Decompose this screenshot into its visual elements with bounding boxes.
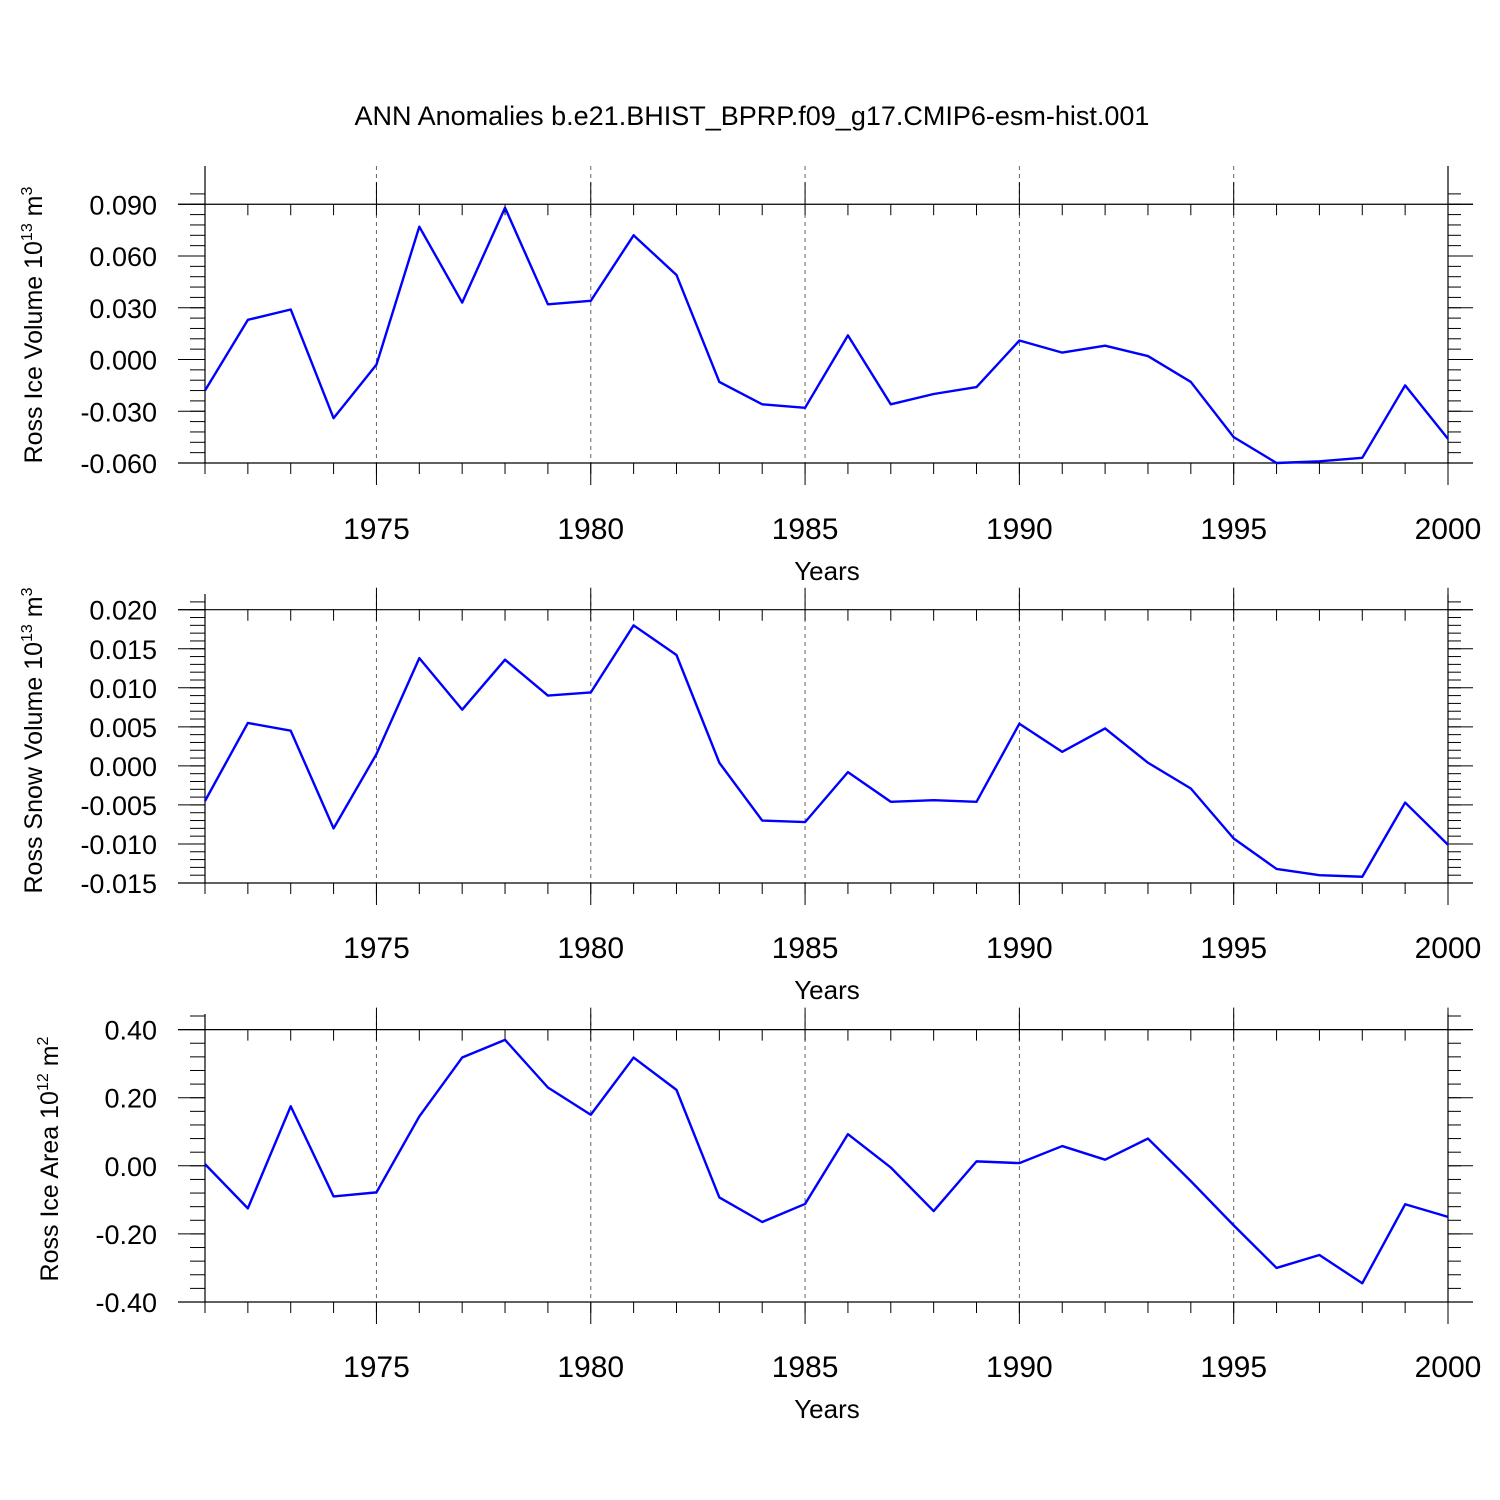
y-tick-label: -0.20 xyxy=(95,1220,157,1250)
x-tick-label: 1985 xyxy=(772,513,839,546)
x-tick-label: 1975 xyxy=(343,513,410,546)
x-tick-label: 1980 xyxy=(557,1351,624,1384)
chart-panel-2: -0.015 -0.010 -0.005 0.000 0.005 0.010 0.015 0.… xyxy=(19,587,1481,1005)
y-axis-label-unit-exponent: 3 xyxy=(19,587,36,596)
y-tick-label: -0.030 xyxy=(80,397,157,427)
y-axis-label: Ross Ice Area 1012 m2 xyxy=(35,1036,64,1281)
y-axis-label-exponent: 13 xyxy=(19,223,36,241)
y-tick-label: 0.090 xyxy=(89,190,157,220)
x-tick-label: 1985 xyxy=(772,932,839,965)
chart-panel-3: -0.40 -0.20 0.00 0.20 0.40 1975 1980 1985 1990 19… xyxy=(35,1007,1482,1424)
y-axis-label-unit: m xyxy=(20,195,48,223)
y-axis-label-text: Ross Ice Area 10 xyxy=(36,1091,64,1281)
y-tick-label: -0.005 xyxy=(80,791,157,821)
y-tick-label: -0.060 xyxy=(80,449,157,479)
x-tick-label: 1990 xyxy=(986,932,1053,965)
y-axis-label-unit-exponent: 2 xyxy=(35,1036,52,1045)
y-tick-label: 0.000 xyxy=(89,752,157,782)
chart-panel-1: -0.060 -0.030 0.000 0.030 0.060 0.090 1975 1980… xyxy=(19,166,1481,586)
y-axis-label-unit-exponent: 3 xyxy=(19,186,36,195)
x-axis-label: Years xyxy=(794,556,860,586)
y-tick-label: 0.20 xyxy=(104,1084,157,1114)
x-tick-label: 2000 xyxy=(1415,513,1482,546)
y-tick-label: 0.030 xyxy=(89,294,157,324)
x-tick-label: 1995 xyxy=(1200,1351,1267,1384)
y-tick-label: 0.060 xyxy=(89,242,157,272)
y-axis-label-text: Ross Snow Volume 10 xyxy=(20,642,48,894)
y-axis-label-text: Ross Ice Volume 10 xyxy=(20,241,48,463)
panels: -0.060 -0.030 0.000 0.030 0.060 0.090 1975 1980… xyxy=(19,166,1481,1424)
y-tick-label: -0.010 xyxy=(80,830,157,860)
x-axis-label: Years xyxy=(794,1394,860,1424)
y-axis-label-exponent: 12 xyxy=(35,1073,52,1091)
x-tick-label: 1990 xyxy=(986,513,1053,546)
y-axis-label-exponent: 13 xyxy=(19,624,36,642)
y-tick-label: 0.020 xyxy=(89,596,157,626)
y-axis-label: Ross Ice Volume 1013 m3 xyxy=(19,186,48,463)
series-line-ross-ice-area xyxy=(204,1038,1449,1285)
y-axis-label: Ross Snow Volume 1013 m3 xyxy=(19,587,48,893)
series-line-ross-snow-volume xyxy=(203,624,1449,878)
y-tick-label: -0.015 xyxy=(80,869,157,899)
y-tick-label: 0.40 xyxy=(104,1016,157,1046)
x-tick-label: 1980 xyxy=(557,932,624,965)
y-tick-label: 0.00 xyxy=(104,1152,157,1182)
y-axis-label-unit: m xyxy=(20,596,48,624)
x-tick-label: 1995 xyxy=(1200,513,1267,546)
x-axis-label: Years xyxy=(794,975,860,1005)
y-tick-label: 0.010 xyxy=(89,674,157,704)
y-axis-label-unit: m xyxy=(36,1045,64,1073)
x-tick-label: 1995 xyxy=(1200,932,1267,965)
figure-title: ANN Anomalies b.e21.BHIST_BPRP.f09_g17.C… xyxy=(355,101,1150,131)
y-tick-label: 0.000 xyxy=(89,346,157,376)
y-tick-label: 0.015 xyxy=(89,635,157,665)
y-tick-label: -0.40 xyxy=(95,1288,157,1318)
x-tick-label: 1985 xyxy=(772,1351,839,1384)
y-tick-label: 0.005 xyxy=(89,713,157,743)
x-tick-label: 1980 xyxy=(557,513,624,546)
x-tick-label: 1990 xyxy=(986,1351,1053,1384)
x-tick-label: 2000 xyxy=(1415,932,1482,965)
series-line-ross-ice-volume xyxy=(203,206,1449,465)
x-tick-label: 2000 xyxy=(1415,1351,1482,1384)
x-tick-label: 1975 xyxy=(343,1351,410,1384)
x-tick-label: 1975 xyxy=(343,932,410,965)
